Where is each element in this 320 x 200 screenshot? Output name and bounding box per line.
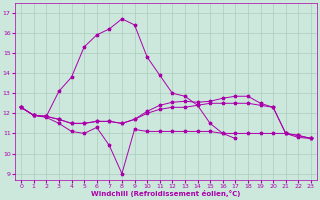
X-axis label: Windchill (Refroidissement éolien,°C): Windchill (Refroidissement éolien,°C) (91, 190, 241, 197)
